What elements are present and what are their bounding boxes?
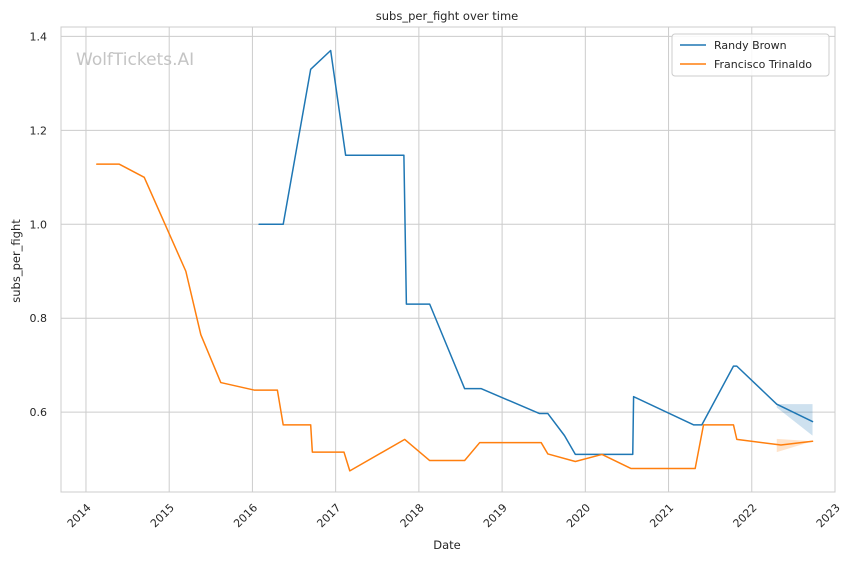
- legend-label-randy-brown: Randy Brown: [714, 39, 787, 52]
- chart-title: subs_per_fight over time: [376, 9, 518, 23]
- series-line-randy-brown: [258, 49, 814, 456]
- y-tick-label-0-8: 0.8: [30, 312, 48, 325]
- y-axis-ticks: 0.6 0.8 1.0 1.2 1.4: [30, 30, 48, 419]
- y-tick-label-1-0: 1.0: [30, 218, 48, 231]
- confidence-band-randy-brown: [776, 404, 813, 436]
- x-axis-label: Date: [433, 538, 461, 552]
- legend: Randy Brown Francisco Trinaldo: [671, 33, 830, 77]
- legend-label-francisco-trinaldo: Francisco Trinaldo: [714, 58, 812, 71]
- y-tick-label-1-2: 1.2: [30, 124, 48, 137]
- grid: [61, 27, 836, 492]
- y-tick-label-0-6: 0.6: [30, 406, 48, 419]
- series-line-francisco-trinaldo: [96, 163, 814, 472]
- series-lines: [96, 49, 814, 472]
- y-tick-label-1-4: 1.4: [30, 30, 48, 43]
- watermark: WolfTickets.AI: [76, 50, 194, 70]
- y-axis-label: subs_per_fight: [9, 219, 23, 303]
- plot-area-frame: [60, 26, 836, 493]
- legend-box: [671, 33, 830, 77]
